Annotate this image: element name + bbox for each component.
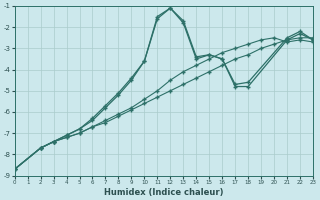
X-axis label: Humidex (Indice chaleur): Humidex (Indice chaleur)	[104, 188, 224, 197]
